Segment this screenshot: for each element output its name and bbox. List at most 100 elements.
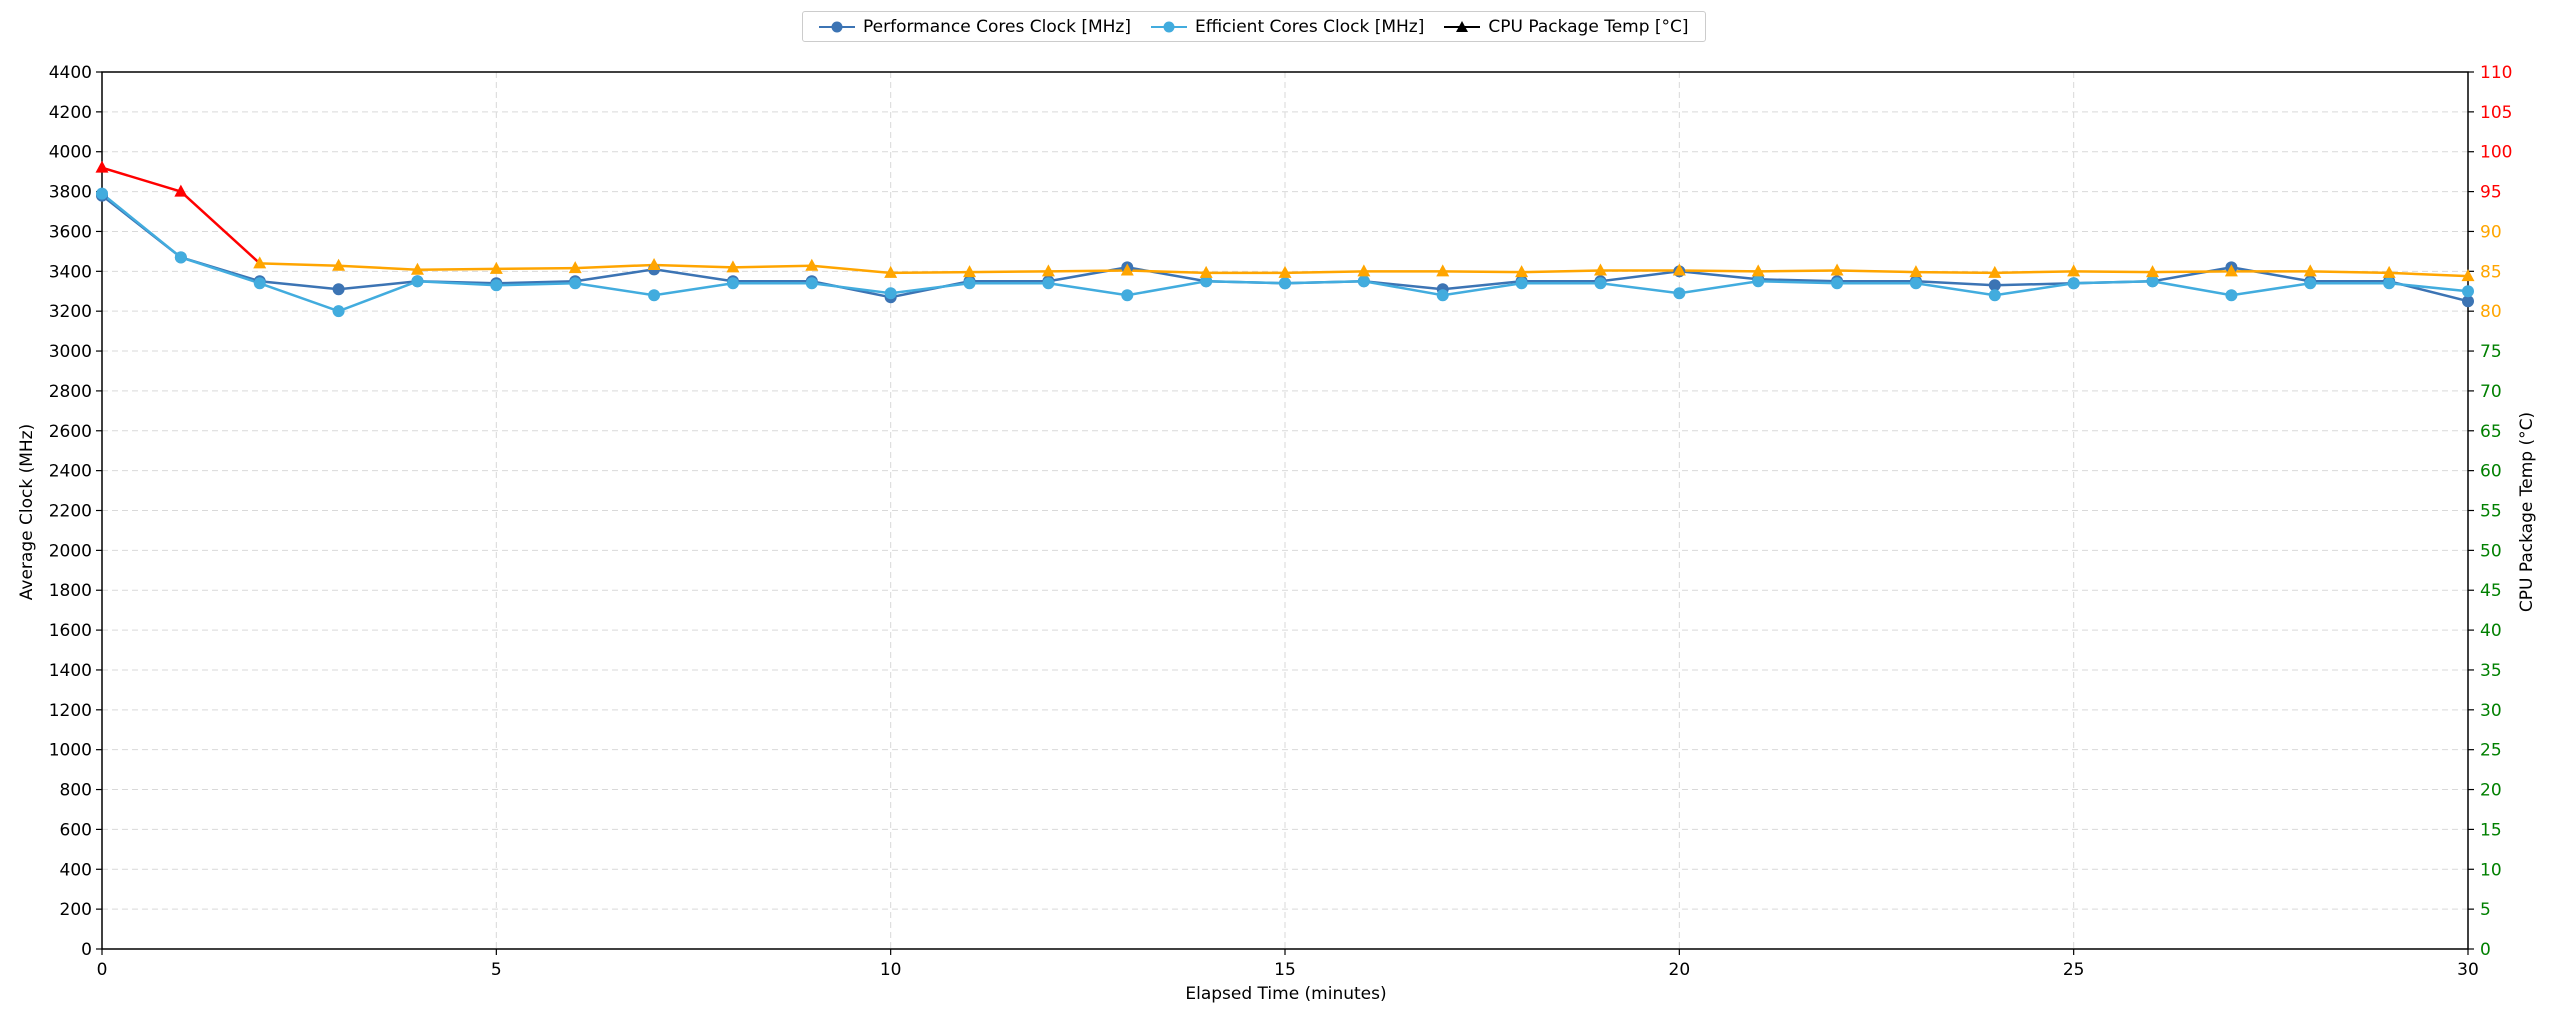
- cpu-temp-point: [963, 265, 977, 278]
- y2-tick-label: 40: [2480, 621, 2502, 641]
- y2-tick-label: 50: [2480, 541, 2502, 561]
- efficient-cores-point: [1121, 289, 1134, 302]
- legend-entry-efficient-cores: Efficient Cores Clock [MHz]: [1150, 16, 1425, 37]
- cpu-temp-point: [1830, 263, 1844, 276]
- efficient-cores-point: [1515, 277, 1528, 290]
- y2-tick-label: 20: [2480, 781, 2502, 801]
- y2-tick-label: 60: [2480, 462, 2502, 482]
- cpu-temp-point: [1041, 264, 1055, 277]
- y2-tick-label: 10: [2480, 860, 2502, 880]
- cpu-temp-line-segment: [101, 166, 182, 193]
- cpu-temp-line-segment: [2389, 271, 2469, 278]
- y-tick-label: 2000: [49, 541, 92, 561]
- x-tick-label: 20: [1669, 960, 1691, 980]
- y2-tick-label: 110: [2480, 63, 2512, 83]
- cpu-temp-point: [95, 160, 109, 173]
- cpu-temp-line-segment: [1127, 269, 1207, 275]
- y2-tick-label: 35: [2480, 661, 2502, 681]
- x-tick-label: 10: [880, 960, 902, 980]
- y2-tick-label: 30: [2480, 701, 2502, 721]
- cpu-temp-point: [1357, 264, 1371, 277]
- legend-label: Performance Cores Clock [MHz]: [863, 16, 1131, 37]
- cpu-temp-point: [1672, 263, 1686, 276]
- y2-tick-label: 95: [2480, 183, 2502, 203]
- y-tick-label: 1000: [49, 741, 92, 761]
- y-tick-label: 400: [60, 860, 92, 880]
- efficient-cores-point: [2146, 275, 2159, 288]
- cpu-temp-point: [1120, 263, 1134, 276]
- efficient-cores-point: [490, 279, 503, 292]
- cpu-temp-point: [884, 265, 898, 278]
- cpu-temp-line-segment: [890, 270, 970, 275]
- axes: 0 5 10 15 20 25 300200400600800100012001400160…: [49, 63, 2513, 980]
- cpu-temp-point: [568, 261, 582, 274]
- efficient-cores-point: [1831, 277, 1844, 290]
- cpu-temp-point: [410, 262, 424, 275]
- cpu-temp-point: [1436, 264, 1450, 277]
- efficient-cores-point: [96, 187, 108, 200]
- y2-tick-label: 85: [2480, 262, 2502, 282]
- cpu-temp-line-segment: [417, 267, 497, 271]
- y-tick-label: 1600: [49, 621, 92, 641]
- cpu-temp-line-segment: [2073, 270, 2153, 274]
- efficient-cores-point: [1673, 287, 1686, 300]
- efficient-cores-point: [1909, 277, 1922, 290]
- efficient-cores-point: [884, 287, 897, 300]
- x-tick-label: 5: [491, 960, 502, 980]
- cpu-temp-line-segment: [1442, 270, 1522, 274]
- cpu-temp-point: [1988, 265, 2002, 278]
- y-tick-label: 600: [60, 820, 92, 840]
- y2-tick-label: 55: [2480, 502, 2502, 522]
- efficient-cores-point: [174, 251, 187, 264]
- cpu-temp-line-segment: [811, 264, 891, 275]
- efficient-cores-point: [726, 277, 739, 290]
- legend-swatch-circle-marker: [819, 21, 855, 32]
- legend-entry-performance-cores: Performance Cores Clock [MHz]: [819, 17, 1131, 37]
- y-tick-label: 3000: [49, 342, 92, 362]
- efficient-cores-point: [2225, 289, 2238, 302]
- x-axis-label: Elapsed Time (minutes): [1185, 984, 1386, 1004]
- efficient-cores-point: [1752, 275, 1765, 288]
- y2-tick-label: 105: [2480, 103, 2512, 123]
- efficient-cores-point: [1279, 277, 1291, 290]
- cpu-temp-point: [2146, 265, 2160, 278]
- y2-tick-label: 0: [2480, 940, 2491, 960]
- y-tick-label: 4400: [49, 63, 92, 83]
- efficient-cores-point: [2304, 277, 2317, 290]
- y-tick-label: 1800: [49, 581, 92, 601]
- y-tick-label: 1400: [49, 661, 92, 681]
- legend-label: Efficient Cores Clock [MHz]: [1194, 16, 1425, 37]
- cpu-temp-line-segment: [338, 264, 418, 271]
- plot-markers: [95, 160, 2475, 318]
- y2-tick-label: 100: [2480, 143, 2512, 163]
- grid: [101, 71, 2469, 950]
- y2-tick-label: 70: [2480, 382, 2502, 402]
- cpu-temp-line-segment: [1679, 269, 1759, 273]
- efficient-cores-point: [805, 277, 818, 290]
- cpu-temp-point: [647, 257, 661, 270]
- cpu-temp-line-segment: [969, 270, 1049, 274]
- cpu-temp-point: [174, 184, 188, 197]
- cpu-temp-line-segment: [259, 262, 339, 267]
- y2-tick-label: 80: [2480, 302, 2502, 322]
- y2-tick-label: 75: [2480, 342, 2502, 362]
- y-tick-label: 4000: [49, 143, 92, 163]
- efficient-cores-point: [2383, 277, 2396, 290]
- cpu-temp-line-segment: [2152, 270, 2232, 274]
- legend: Performance Cores Clock [MHz] Efficient …: [802, 11, 1706, 42]
- y-tick-label: 1200: [49, 701, 92, 721]
- efficient-cores-point: [253, 277, 266, 290]
- cpu-temp-line-segment: [180, 190, 261, 265]
- cpu-temp-line-segment: [1837, 269, 1916, 274]
- efficient-cores-point: [1357, 275, 1370, 288]
- efficient-cores-point: [963, 277, 976, 290]
- y-tick-label: 800: [60, 781, 92, 801]
- cpu-temp-point: [1278, 265, 1292, 278]
- performance-cores-point: [2462, 295, 2474, 308]
- x-tick-label: 25: [2063, 960, 2085, 980]
- cpu-temp-point: [805, 258, 819, 271]
- efficient-cores-point: [569, 277, 582, 290]
- y2-tick-label: 25: [2480, 741, 2502, 761]
- legend-swatch-circle-marker: [1150, 21, 1187, 32]
